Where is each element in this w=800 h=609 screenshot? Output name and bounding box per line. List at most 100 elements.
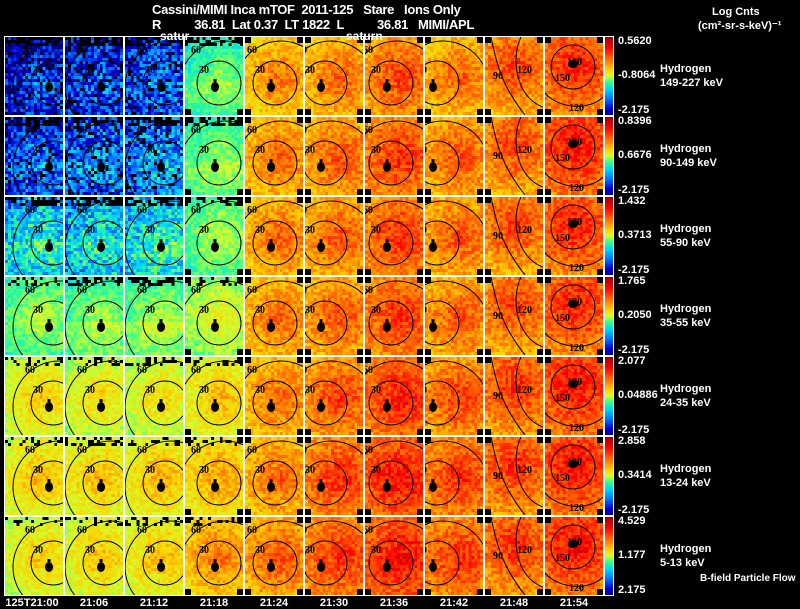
image-panel: 90 120: [484, 196, 544, 276]
contour-label-60: 60: [77, 525, 87, 536]
contour-overlay: 180150120: [545, 284, 603, 354]
contour-label-30: 30: [145, 385, 155, 396]
image-panel: 180150120: [544, 436, 604, 516]
intensity-map: [365, 357, 423, 435]
contour-line-60: [185, 280, 243, 355]
contour-line-120: [545, 492, 603, 507]
contour-label-30: 30: [199, 225, 209, 236]
contour-label-30: 30: [371, 385, 381, 396]
contour-overlay: 180150120: [545, 124, 603, 194]
contour-line-120: [515, 517, 543, 588]
contour-line-30: [425, 60, 460, 106]
contour-line-60: [185, 440, 243, 515]
contour-label-30: 30: [199, 385, 209, 396]
contour-line-90: [490, 37, 526, 115]
contour-line-60: [12, 200, 63, 275]
contour-label-60: 60: [77, 45, 87, 56]
species-label: Hydrogen: [660, 463, 712, 475]
colorbar-max-label: 4.529: [618, 515, 646, 527]
energy-range-label: 13-24 keV: [660, 477, 711, 489]
plot-subtitle: R 36.81 Lat 0.37 LT 1822 L 36.81 MIMI/AP…: [152, 17, 475, 32]
colorbar: [604, 196, 614, 276]
intensity-map: [185, 357, 243, 435]
contour-line-60: [185, 40, 243, 115]
saturn-marker-icon: [45, 242, 53, 252]
saturn-marker-cap: [213, 239, 217, 242]
contour-label-60: 60: [305, 45, 307, 56]
contour-label-60: 60: [305, 365, 307, 376]
contour-label-120: 120: [517, 65, 532, 76]
intensity-map: [365, 197, 423, 275]
contour-label-60: 60: [247, 525, 257, 536]
contour-line-30: [196, 140, 242, 186]
contour-label-120: 120: [517, 465, 532, 476]
contour-label-150: 150: [555, 153, 570, 164]
species-label: Hydrogen: [660, 63, 712, 75]
saturn-marker-cap: [431, 479, 435, 482]
colorbar-max-label: 2.858: [618, 435, 646, 447]
contour-line-60: [12, 520, 63, 595]
contour-label-60: 60: [191, 125, 201, 136]
colorbar: [604, 356, 614, 436]
saturn-marker-cap: [385, 559, 389, 562]
contour-label-30: 30: [33, 545, 43, 556]
contour-line-30: [425, 300, 460, 346]
saturn-marker-icon: [97, 82, 105, 92]
saturn-label-1: satur: [160, 29, 190, 43]
contour-line-120: [515, 117, 543, 188]
contour-line-60: [125, 520, 183, 595]
contour-label-60: 60: [77, 285, 87, 296]
saturn-marker-icon: [157, 82, 165, 92]
contour-label-60: 60: [25, 205, 35, 216]
contour-line-120: [515, 197, 543, 268]
colorbar-min-label: -2.175: [618, 504, 650, 516]
colorbar-min-label: 2.175: [618, 584, 646, 596]
contour-line-30: [368, 540, 414, 586]
energy-range-label: 90-149 keV: [660, 157, 717, 169]
time-tick-label: 21:42: [439, 597, 469, 609]
contour-label-30: 30: [85, 65, 95, 76]
saturn-marker-cap: [385, 239, 389, 242]
contour-label-30: 30: [145, 545, 155, 556]
contour-line-60: [425, 40, 483, 115]
contour-line-90: [490, 277, 526, 355]
image-panel: 90 120: [484, 116, 544, 196]
saturn-marker-icon: [45, 162, 53, 172]
image-panel: 180150120: [544, 516, 604, 596]
contour-line-30: [368, 460, 414, 506]
contour-line-30: [425, 380, 460, 426]
saturn-marker-icon: [429, 242, 437, 252]
contour-label-60: 60: [305, 445, 307, 456]
saturn-marker-icon: [317, 402, 325, 412]
time-tick-label: 21:36: [379, 597, 409, 609]
saturn-marker-cap: [319, 399, 323, 402]
saturn-marker-cap: [213, 159, 217, 162]
contour-label-30: 30: [85, 385, 95, 396]
contour-line-30: [368, 380, 414, 426]
saturn-marker-cap: [269, 479, 273, 482]
contour-line-30: [252, 140, 298, 186]
contour-line-60: [65, 280, 123, 355]
contour-label-90: 90: [493, 71, 503, 82]
saturn-marker-icon: [157, 242, 165, 252]
contour-overlay: 180150120: [545, 364, 603, 434]
intensity-map: [425, 197, 483, 275]
contour-line-60: [365, 280, 423, 295]
